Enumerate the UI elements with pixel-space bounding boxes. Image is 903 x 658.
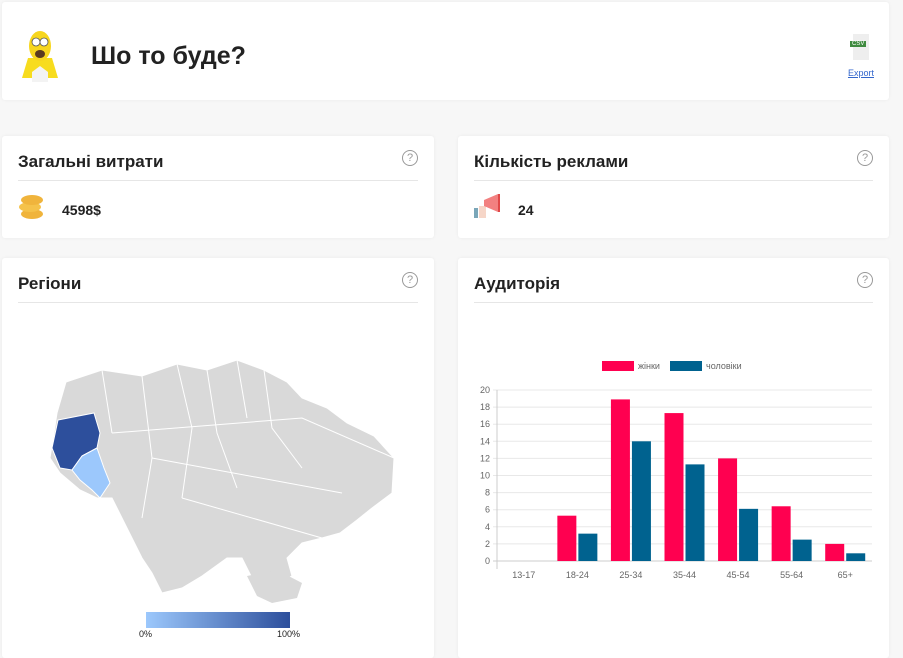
y-tick-label: 16	[480, 419, 490, 429]
help-icon[interactable]: ?	[857, 150, 873, 166]
bar-men	[846, 553, 866, 561]
bar-women	[664, 413, 684, 561]
map-region-crimea[interactable]	[247, 570, 302, 603]
help-icon[interactable]: ?	[857, 272, 873, 288]
x-tick-label: 45-54	[727, 570, 750, 580]
divider	[474, 180, 873, 181]
card-title: Загальні витрати	[18, 152, 164, 171]
bar-women	[610, 399, 630, 561]
y-tick-label: 8	[485, 488, 490, 498]
divider	[18, 180, 418, 181]
card-title: Кількість реклами	[474, 152, 629, 171]
spend-value: 4598$	[62, 202, 101, 218]
map-legend-min: 0%	[139, 629, 153, 639]
y-tick-label: 14	[480, 436, 490, 446]
audience-card: Аудиторія ? 0 2 4 6 8 10 12 14 16 18 20 13-17 18-24 2…	[458, 258, 889, 658]
bar-men	[792, 539, 812, 561]
card-title: Регіони	[18, 274, 82, 293]
bar-men	[578, 533, 598, 561]
header-card: Шо то буде? CSV Export	[2, 2, 889, 100]
export-button[interactable]: CSV Export	[847, 34, 875, 78]
help-icon[interactable]: ?	[402, 272, 418, 288]
ukraine-map	[49, 359, 395, 603]
divider	[474, 302, 873, 303]
bar-men	[685, 464, 705, 561]
x-tick-label: 55-64	[780, 570, 803, 580]
y-tick-label: 4	[485, 522, 490, 532]
y-tick-label: 0	[485, 556, 490, 566]
map-legend-gradient	[146, 612, 290, 628]
bar-women	[718, 458, 738, 561]
y-tick-label: 18	[480, 402, 490, 412]
legend-label: чоловіки	[706, 361, 742, 371]
bar-men	[739, 508, 759, 561]
ads-card: Кількість реклами ? 24	[458, 136, 889, 238]
bar-women	[771, 506, 791, 561]
megaphone-icon	[474, 194, 500, 218]
map-region-other[interactable]	[49, 359, 395, 594]
bar-women	[825, 543, 845, 561]
export-link[interactable]: Export	[847, 68, 874, 78]
legend-swatch	[602, 361, 634, 371]
coins-icon	[19, 195, 43, 219]
y-tick-label: 6	[485, 505, 490, 515]
y-tick-label: 10	[480, 471, 490, 481]
divider	[18, 302, 418, 303]
page-title: Шо то буде?	[91, 42, 246, 70]
x-tick-label: 18-24	[566, 570, 589, 580]
legend-swatch	[670, 361, 702, 371]
spend-card: Загальні витрати ? 4598$	[2, 136, 434, 238]
map-legend-max: 100%	[277, 629, 301, 639]
bar-women	[557, 515, 577, 561]
x-tick-label: 25-34	[619, 570, 642, 580]
bar-men	[631, 441, 651, 561]
legend-label: жінки	[638, 361, 660, 371]
x-tick-label: 13-17	[512, 570, 535, 580]
regions-card: Регіони ? 0% 100%	[2, 258, 434, 658]
audience-bar-chart: 0 2 4 6 8 10 12 14 16 18 20 13-17 18-24 25-34 35-44 45-…	[480, 361, 872, 580]
x-tick-label: 35-44	[673, 570, 696, 580]
y-tick-label: 12	[480, 453, 490, 463]
ads-value: 24	[518, 202, 534, 218]
y-tick-label: 2	[485, 539, 490, 549]
avatar	[22, 31, 58, 82]
csv-file-icon: CSV	[850, 34, 869, 60]
map-region-ivano-frankivsk[interactable]	[71, 447, 111, 499]
x-tick-label: 65+	[838, 570, 853, 580]
card-title: Аудиторія	[474, 274, 561, 293]
help-icon[interactable]: ?	[402, 150, 418, 166]
y-tick-label: 20	[480, 385, 490, 395]
